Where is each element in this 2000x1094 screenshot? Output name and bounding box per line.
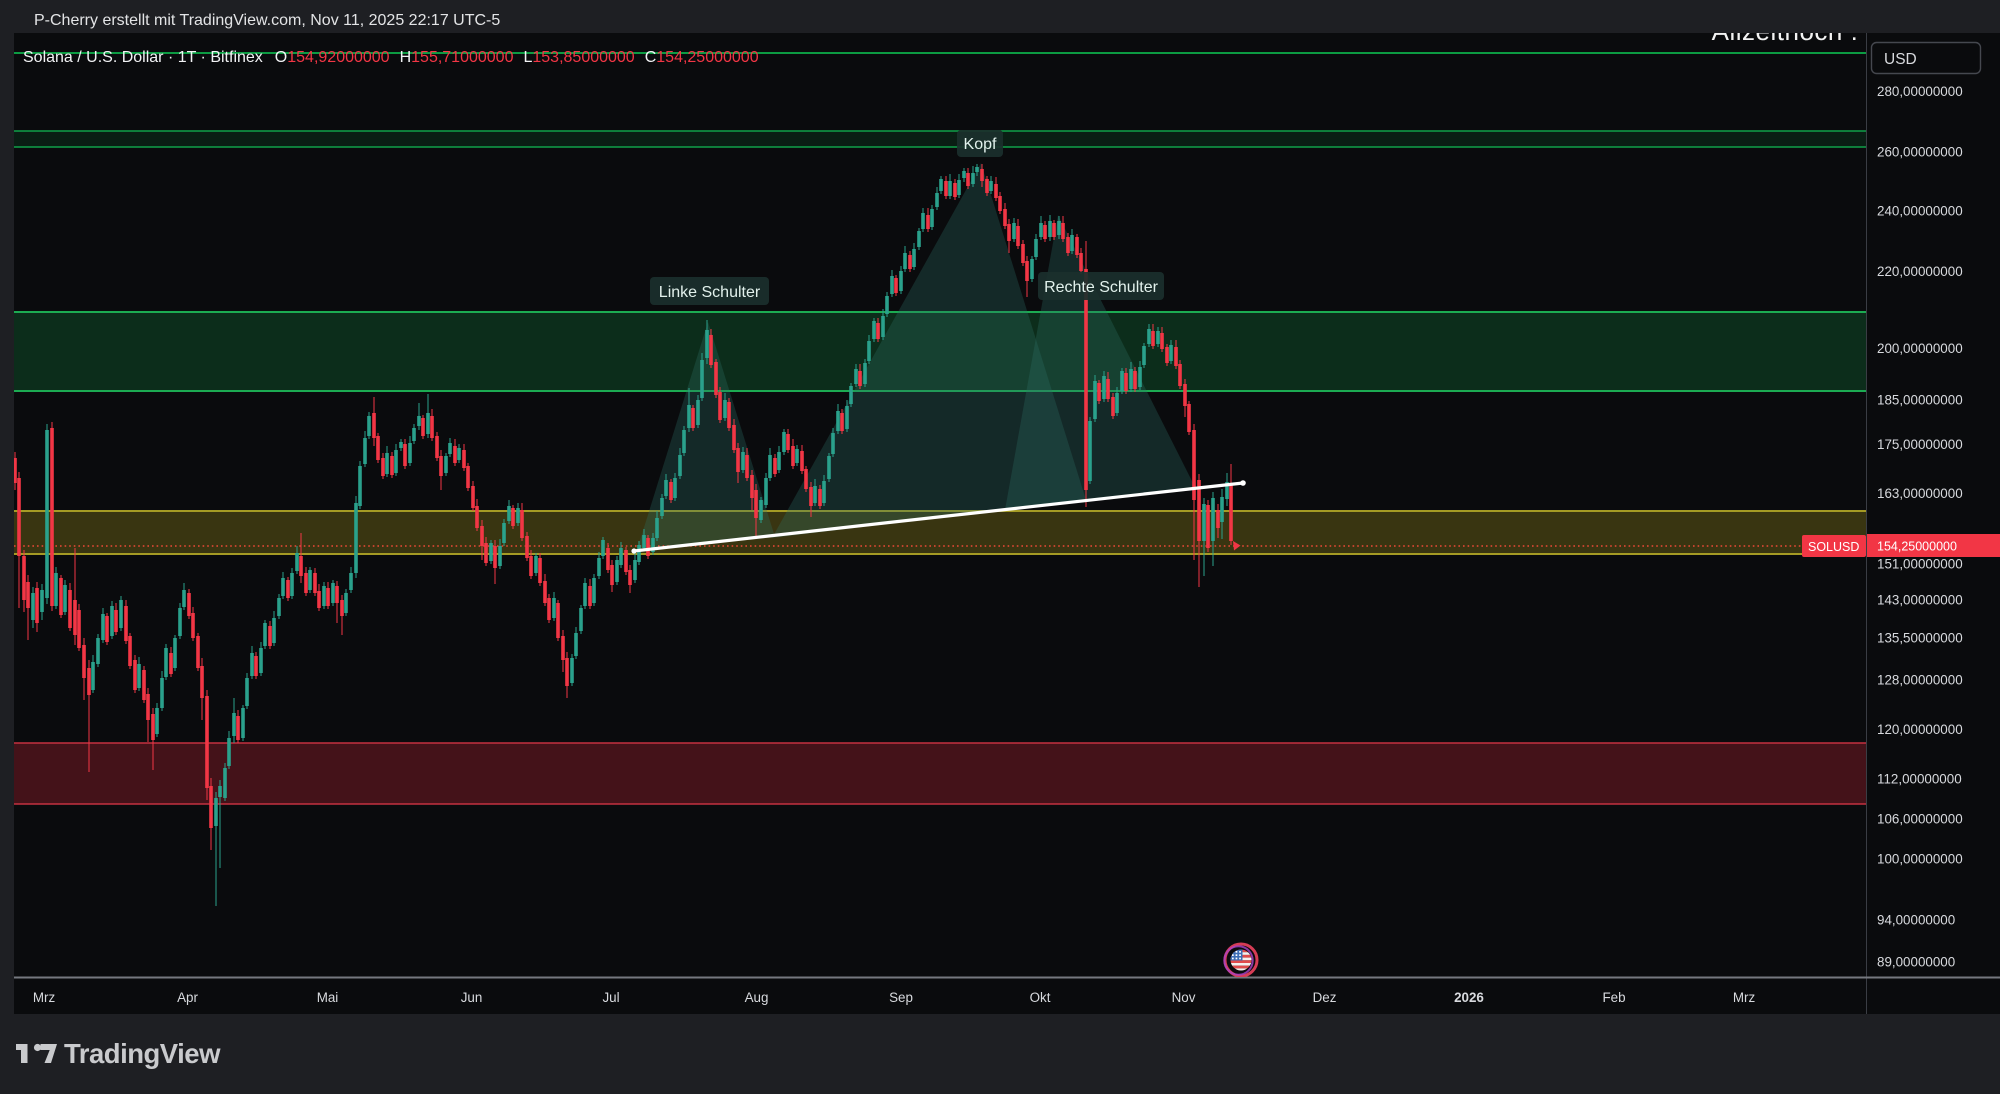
svg-text:260,00000000: 260,00000000 xyxy=(1877,145,1963,160)
svg-text:SOLUSD: SOLUSD xyxy=(1808,540,1859,554)
svg-text:280,00000000: 280,00000000 xyxy=(1877,84,1963,99)
svg-text:120,00000000: 120,00000000 xyxy=(1877,722,1963,737)
svg-text:Jul: Jul xyxy=(602,990,619,1005)
svg-text:Nov: Nov xyxy=(1172,990,1196,1005)
svg-text:200,00000000: 200,00000000 xyxy=(1877,341,1963,356)
svg-text:Sep: Sep xyxy=(889,990,913,1005)
svg-text:Linke Schulter: Linke Schulter xyxy=(659,284,761,301)
svg-text:112,00000000: 112,00000000 xyxy=(1877,772,1962,787)
svg-text:Allzeithoch :: Allzeithoch : xyxy=(1712,16,1859,46)
svg-text:Okt: Okt xyxy=(1030,990,1051,1005)
svg-text:135,50000000: 135,50000000 xyxy=(1877,631,1963,646)
svg-text:Dez: Dez xyxy=(1313,990,1337,1005)
svg-text:Apr: Apr xyxy=(177,990,198,1005)
svg-text:163,00000000: 163,00000000 xyxy=(1877,486,1963,501)
svg-text:P-Cherry erstellt mit TradingV: P-Cherry erstellt mit TradingView.com, N… xyxy=(34,12,500,29)
svg-text:143,00000000: 143,00000000 xyxy=(1877,593,1963,608)
svg-text:175,00000000: 175,00000000 xyxy=(1877,437,1963,452)
svg-text:89,00000000: 89,00000000 xyxy=(1877,955,1955,970)
svg-text:Jun: Jun xyxy=(461,990,483,1005)
svg-text:Aug: Aug xyxy=(745,990,769,1005)
svg-text:Mrz: Mrz xyxy=(33,990,56,1005)
svg-text:151,00000000: 151,00000000 xyxy=(1877,557,1963,572)
svg-text:240,00000000: 240,00000000 xyxy=(1877,204,1963,219)
svg-text:220,00000000: 220,00000000 xyxy=(1877,264,1963,279)
svg-text:Solana / U.S. Dollar · 1T · Bi: Solana / U.S. Dollar · 1T · Bitfinex O154… xyxy=(23,49,759,66)
svg-text:Feb: Feb xyxy=(1602,990,1625,1005)
svg-text:106,00000000: 106,00000000 xyxy=(1877,812,1963,827)
svg-text:USD: USD xyxy=(1884,51,1917,68)
svg-text:94,00000000: 94,00000000 xyxy=(1877,913,1955,928)
svg-text:Mrz: Mrz xyxy=(1733,990,1756,1005)
svg-text:TradingView: TradingView xyxy=(64,1038,221,1069)
svg-text:Rechte Schulter: Rechte Schulter xyxy=(1044,279,1159,296)
svg-text:185,00000000: 185,00000000 xyxy=(1877,393,1963,408)
svg-text:Kopf: Kopf xyxy=(964,136,997,153)
svg-text:100,00000000: 100,00000000 xyxy=(1877,852,1963,867)
svg-text:154,25000000: 154,25000000 xyxy=(1877,540,1957,554)
svg-text:128,00000000: 128,00000000 xyxy=(1877,673,1963,688)
svg-text:Mai: Mai xyxy=(317,990,339,1005)
svg-text:2026: 2026 xyxy=(1454,990,1484,1005)
